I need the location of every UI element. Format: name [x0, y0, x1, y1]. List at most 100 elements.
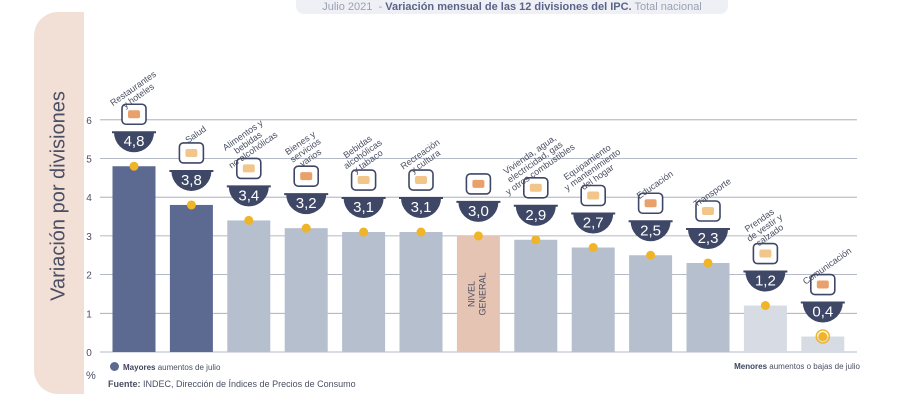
header-date: Julio 2021 [322, 1, 373, 13]
y-tick-label: 3 [86, 232, 92, 243]
legend-menores: Menores aumentos o bajas de julio [734, 362, 860, 371]
value-dot [416, 227, 426, 237]
icon-detail [300, 172, 313, 181]
bar [571, 247, 615, 352]
value-dot [473, 231, 483, 241]
bar [169, 204, 213, 352]
value-badge: 3,0 [456, 173, 501, 222]
value-badge: 3,8 [169, 142, 214, 191]
bar [284, 228, 328, 352]
value-label: 1,2 [755, 273, 776, 290]
y-tick-label: 5 [86, 155, 92, 166]
icon-detail [128, 110, 140, 119]
category-label: Prendasde vestir ycalzado [740, 204, 790, 251]
legend-mayores-dot [110, 362, 119, 371]
value-badge: 1,2 [743, 242, 788, 292]
unit-label: % [86, 370, 96, 382]
value-label: 4,8 [124, 133, 145, 150]
value-label: 2,3 [698, 230, 719, 247]
value-badge: 2,9 [513, 176, 558, 226]
value-dots [129, 161, 831, 344]
badge-shape [343, 198, 384, 219]
value-dot [703, 258, 713, 268]
value-badge: 3,1 [399, 169, 443, 219]
value-badge: 3,1 [341, 169, 386, 219]
value-label: 2,5 [640, 222, 661, 239]
category-label: NIVELGENERAL [466, 272, 487, 315]
value-label: 0,4 [812, 304, 833, 321]
badge-shape [515, 205, 556, 226]
value-label: 3,1 [411, 199, 432, 216]
value-dot [646, 250, 656, 260]
legend-menores-bold: Menores [734, 362, 768, 371]
bar [743, 305, 787, 352]
bar [456, 235, 500, 352]
icon-detail [587, 191, 600, 200]
y-axis-panel [34, 12, 84, 394]
legend-mayores-bold: Mayores [123, 363, 156, 372]
bar [342, 232, 386, 352]
icon-detail [759, 249, 772, 258]
chart-header: Julio 2021 - Variación mensual de las 12… [296, 0, 728, 14]
category-label: Salud [183, 124, 208, 145]
header-title: Variación mensual de las 12 divisiones d… [385, 1, 632, 13]
bar [801, 336, 845, 352]
value-badges: 4,8 3,8 3,4 3,2 3,1 3,1 3,0 2,9 2,7 2,5 2,3 1,2 0,4 [112, 103, 845, 323]
legend-menores-text: aumentos o bajas de julio [769, 362, 860, 371]
value-dot [129, 161, 139, 171]
icon-detail [185, 148, 198, 157]
badge-shape [171, 170, 212, 191]
value-badge: 0,4 [800, 273, 845, 323]
value-dot [588, 243, 598, 253]
y-tick-label: 1 [86, 309, 92, 320]
bar [227, 220, 271, 352]
category-label: Bienes yserviciosvarios [283, 129, 328, 172]
value-dot [818, 332, 828, 342]
icon-detail [644, 199, 657, 208]
bar [514, 239, 558, 352]
header-subtitle: Total nacional [634, 1, 702, 13]
y-tick-label: 0 [86, 348, 92, 359]
value-dot [301, 223, 311, 233]
legend-mayores-text: aumentos de julio [157, 363, 221, 372]
source-label: Fuente: [108, 379, 141, 389]
value-badge: 3,2 [284, 165, 329, 215]
badge-shape [688, 228, 728, 249]
value-label: 3,4 [238, 187, 259, 204]
badge-shape [286, 194, 327, 215]
badge-shape [228, 186, 269, 207]
badge-shape [630, 221, 671, 242]
bar [112, 166, 156, 352]
y-tick-labels: 0 1 2 3 4 5 6 [86, 116, 92, 359]
value-label: 2,7 [583, 215, 604, 232]
legend-mayores: Mayores aumentos de julio [110, 362, 220, 372]
value-dot [760, 301, 770, 311]
y-tick-label: 2 [86, 271, 92, 282]
value-dot [359, 227, 369, 237]
icon-detail [415, 176, 427, 185]
category-label: Bebidasalcohólicasy tabaco [336, 130, 389, 179]
value-badge: 3,4 [226, 157, 271, 207]
icon-detail [242, 164, 255, 173]
badge-shape [745, 271, 786, 292]
icon-detail [472, 179, 485, 188]
value-dot [531, 235, 541, 245]
value-dot [186, 200, 196, 210]
value-label: 2,9 [525, 207, 546, 224]
icon-detail [816, 280, 829, 289]
source-text: INDEC, Dirección de Índices de Precios d… [143, 379, 356, 389]
value-badge: 2,7 [571, 184, 616, 234]
badge-shape [114, 132, 154, 153]
icon-detail [702, 206, 714, 215]
bar [629, 255, 673, 352]
icon-detail [357, 176, 370, 185]
badge-shape [401, 198, 441, 219]
value-label: 3,2 [296, 195, 317, 212]
value-badge: 2,3 [686, 200, 730, 249]
y-tick-label: 4 [86, 193, 92, 204]
source-note: Fuente: INDEC, Dirección de Índices de P… [108, 379, 356, 389]
value-badge: 4,8 [112, 103, 156, 153]
value-badge: 2,5 [628, 192, 673, 242]
